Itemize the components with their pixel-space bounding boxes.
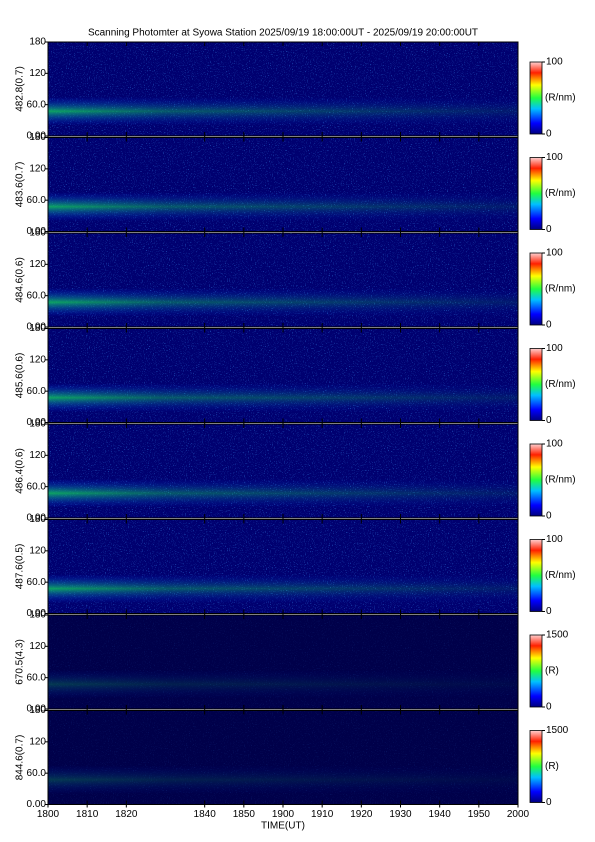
heatmap-band xyxy=(48,383,518,413)
x-tick-label: 2000 xyxy=(507,809,530,820)
x-tick-label: 1820 xyxy=(115,809,138,820)
x-tick-label: 1950 xyxy=(468,809,491,820)
y-tick-label: 180 xyxy=(29,228,46,239)
heatmap-band xyxy=(48,669,518,699)
colorbar-tick-label: 1500 xyxy=(546,725,569,736)
colorbar-label: (R/nm) xyxy=(545,284,576,295)
y-tick-label: 60.0 xyxy=(27,768,47,779)
colorbar-label: (R/nm) xyxy=(545,93,576,104)
colorbar-tick-label: 0 xyxy=(546,129,552,140)
x-tick-label: 1850 xyxy=(233,809,256,820)
colorbar-tick-label: 0 xyxy=(546,415,552,426)
y-axis-label: 670.5(4.3) xyxy=(15,639,26,685)
colorbar-tick-label: 0 xyxy=(546,606,552,617)
y-tick-label: 180 xyxy=(29,610,46,621)
colorbar xyxy=(529,730,543,803)
y-tick-label: 120 xyxy=(29,354,46,365)
colorbar-tick-label: 100 xyxy=(546,439,563,450)
y-tick-label: 120 xyxy=(29,450,46,461)
y-axis-label: 844.6(0.7) xyxy=(15,735,26,781)
y-tick-label: 60.0 xyxy=(27,99,47,110)
heatmap-band xyxy=(48,574,518,604)
heatmap-band xyxy=(48,765,518,795)
colorbar-tick-label: 100 xyxy=(546,534,563,545)
colorbar-label: (R/nm) xyxy=(545,570,576,581)
y-tick-label: 120 xyxy=(29,736,46,747)
y-axis-label: 483.6(0.7) xyxy=(15,162,26,208)
y-tick-label: 0.00 xyxy=(27,322,47,333)
y-tick-label: 120 xyxy=(29,545,46,556)
x-tick-label: 1810 xyxy=(76,809,99,820)
y-tick-label: 120 xyxy=(29,68,46,79)
y-tick-label: 0.00 xyxy=(27,417,47,428)
x-tick-label: 1920 xyxy=(350,809,373,820)
y-axis-label: 486.4(0.6) xyxy=(15,448,26,494)
x-tick-label: 1900 xyxy=(272,809,295,820)
heatmap-band xyxy=(48,192,518,222)
colorbar-label: (R/nm) xyxy=(545,188,576,199)
y-axis-label: 482.8(0.7) xyxy=(15,66,26,112)
colorbar xyxy=(529,157,543,230)
y-tick-label: 120 xyxy=(29,259,46,270)
colorbar-tick-label: 1500 xyxy=(546,630,569,641)
chart-title: Scanning Photomter at Syowa Station 2025… xyxy=(88,28,478,39)
y-tick-label: 180 xyxy=(29,132,46,143)
y-tick-label: 180 xyxy=(29,514,46,525)
colorbar-tick-label: 100 xyxy=(546,343,563,354)
colorbar xyxy=(529,252,543,326)
y-tick-label: 180 xyxy=(29,705,46,716)
y-tick-label: 0.00 xyxy=(27,513,47,524)
colorbar-tick-label: 0 xyxy=(546,320,552,331)
y-tick-label: 60.0 xyxy=(27,672,47,683)
y-tick-label: 60.0 xyxy=(27,577,47,588)
colorbar xyxy=(529,539,543,612)
x-tick-label: 1840 xyxy=(194,809,217,820)
colorbar xyxy=(529,348,543,421)
y-tick-label: 0.00 xyxy=(27,226,47,237)
colorbar xyxy=(529,61,543,135)
colorbar xyxy=(529,634,543,708)
heatmap-band xyxy=(48,287,518,317)
y-tick-label: 0.00 xyxy=(27,704,47,715)
colorbar xyxy=(529,443,543,517)
x-tick-label: 1910 xyxy=(311,809,334,820)
colorbar-tick-label: 0 xyxy=(546,702,552,713)
colorbar-tick-label: 0 xyxy=(546,511,552,522)
heatmap-band xyxy=(48,478,518,508)
y-tick-label: 60.0 xyxy=(27,481,47,492)
y-tick-label: 120 xyxy=(29,163,46,174)
colorbar-label: (R/nm) xyxy=(545,475,576,486)
y-tick-label: 180 xyxy=(29,323,46,334)
y-tick-label: 0.00 xyxy=(27,608,47,619)
y-axis-label: 485.6(0.6) xyxy=(15,353,26,399)
x-tick-label: 1930 xyxy=(389,809,412,820)
y-tick-label: 0.00 xyxy=(27,131,47,142)
colorbar-tick-label: 0 xyxy=(546,224,552,235)
y-tick-label: 60.0 xyxy=(27,290,47,301)
colorbar-tick-label: 100 xyxy=(546,57,563,68)
colorbar-tick-label: 100 xyxy=(546,152,563,163)
colorbar-tick-label: 0 xyxy=(546,797,552,808)
y-tick-label: 60.0 xyxy=(27,386,47,397)
colorbar-tick-label: 100 xyxy=(546,248,563,259)
colorbar-label: (R) xyxy=(545,666,559,677)
y-tick-label: 60.0 xyxy=(27,195,47,206)
y-tick-label: 180 xyxy=(29,419,46,430)
x-axis-label: TIME(UT) xyxy=(261,821,305,832)
heatmap-band xyxy=(48,96,518,126)
colorbar-label: (R/nm) xyxy=(545,379,576,390)
x-tick-label: 1940 xyxy=(429,809,452,820)
y-axis-label: 487.6(0.5) xyxy=(15,544,26,590)
y-tick-label: 0.00 xyxy=(27,799,47,810)
y-tick-label: 180 xyxy=(29,37,46,48)
colorbar-label: (R) xyxy=(545,761,559,772)
y-tick-label: 120 xyxy=(29,641,46,652)
y-axis-label: 484.6(0.6) xyxy=(15,257,26,303)
x-tick-label: 1800 xyxy=(37,809,60,820)
